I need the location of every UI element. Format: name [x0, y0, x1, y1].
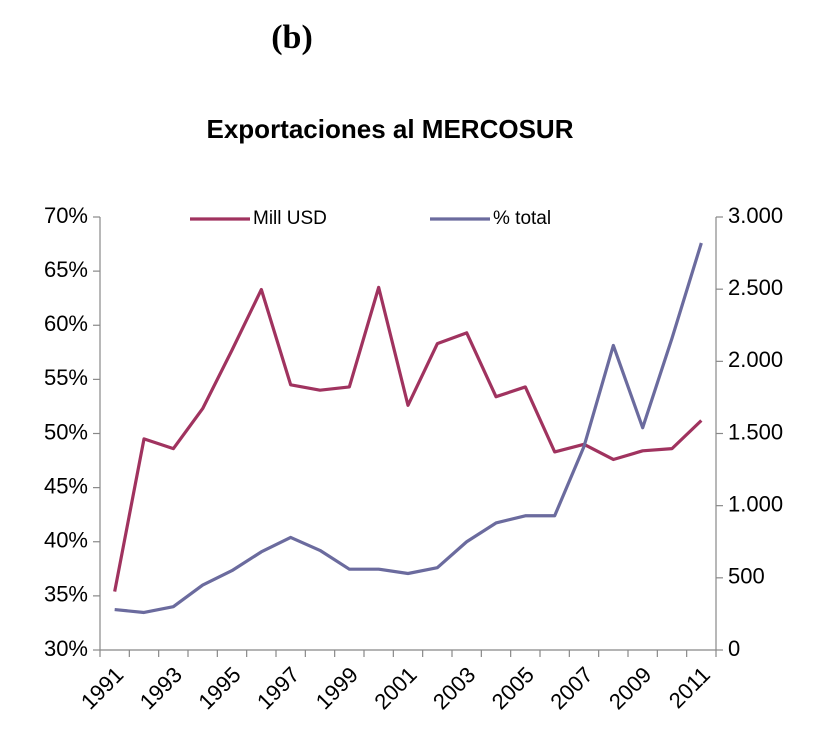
- y-tick-label: 60%: [44, 311, 88, 336]
- x-tick-label: 2005: [487, 662, 539, 714]
- y-tick-label: 70%: [44, 203, 88, 228]
- x-tick-label: 2003: [428, 662, 480, 714]
- x-tick-label: 2011: [664, 662, 715, 713]
- y2-tick-label: 1.500: [728, 419, 783, 444]
- series-line: [114, 242, 703, 615]
- y2-tick-label: 2.000: [728, 347, 783, 372]
- y2-tick-label: 2.500: [728, 275, 783, 300]
- y-tick-label: 50%: [44, 419, 88, 444]
- y-tick-label: 65%: [44, 257, 88, 282]
- series-line: [113, 285, 703, 592]
- y-tick-label: 40%: [44, 528, 88, 553]
- y2-tick-label: 1.000: [728, 491, 783, 516]
- y2-tick-label: 3.000: [728, 203, 783, 228]
- legend-label: % total: [493, 208, 551, 229]
- y-tick-label: 30%: [44, 636, 88, 661]
- chart-title: Exportaciones al MERCOSUR: [207, 114, 574, 144]
- x-tick-label: 2001: [369, 662, 421, 714]
- x-tick-label: 2007: [545, 662, 597, 714]
- y2-tick-label: 500: [728, 564, 765, 589]
- y-tick-label: 35%: [44, 582, 88, 607]
- x-tick-label: 2009: [604, 662, 656, 714]
- y-tick-label: 55%: [44, 365, 88, 390]
- x-tick-label: 1999: [311, 662, 363, 714]
- x-tick-label: 1991: [76, 662, 128, 714]
- panel-label: (b): [271, 19, 313, 56]
- y2-tick-label: 0: [728, 636, 740, 661]
- x-tick-label: 1995: [193, 662, 245, 714]
- x-tick-label: 1993: [135, 662, 187, 714]
- legend-label: Mill USD: [253, 208, 327, 229]
- y-tick-label: 45%: [44, 473, 88, 498]
- x-tick-label: 1997: [252, 662, 304, 714]
